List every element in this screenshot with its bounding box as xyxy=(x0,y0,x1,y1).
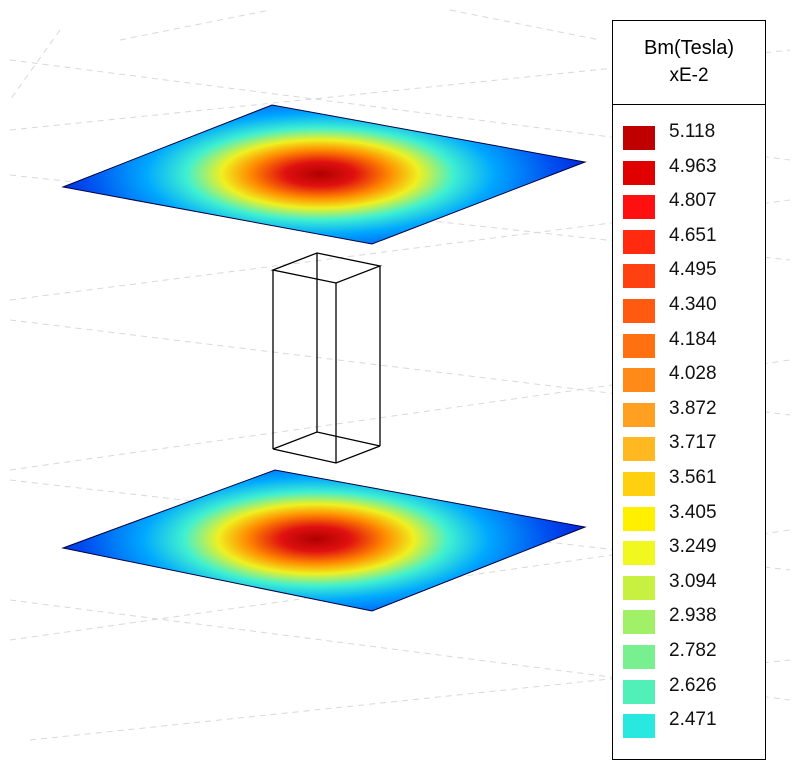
legend-value: 2.938 xyxy=(669,605,717,627)
legend-swatch xyxy=(623,679,655,704)
legend-swatch xyxy=(623,402,655,427)
legend-swatch xyxy=(623,575,655,600)
legend-swatch xyxy=(623,610,655,635)
legend-entry: 2.782 xyxy=(613,638,765,673)
legend-value: 3.094 xyxy=(669,570,717,592)
legend-value: 4.651 xyxy=(669,224,717,246)
legend-entry: 3.405 xyxy=(613,500,765,535)
legend-value: 4.340 xyxy=(669,293,717,315)
legend-entry: 4.184 xyxy=(613,327,765,362)
legend-value: 3.249 xyxy=(669,536,717,558)
legend-value: 5.118 xyxy=(669,121,716,142)
core-wireframe[interactable] xyxy=(270,252,383,464)
legend-value: 3.405 xyxy=(669,501,717,523)
legend-swatch xyxy=(623,368,655,393)
legend-value: 4.963 xyxy=(669,155,717,177)
legend-value: 2.782 xyxy=(669,639,717,661)
legend-entry: 2.938 xyxy=(613,603,765,638)
legend-swatch xyxy=(623,160,655,185)
legend-title: Bm(Tesla) xyxy=(643,37,734,59)
legend-entry: 4.651 xyxy=(613,223,765,258)
legend-swatch xyxy=(623,506,655,531)
legend-scale-factor: xE-2 xyxy=(669,65,709,86)
legend-entry: 3.561 xyxy=(613,465,765,500)
legend-entry: 5.118 xyxy=(613,119,765,154)
legend-entry: 4.963 xyxy=(613,154,765,189)
legend-value: 4.028 xyxy=(669,363,717,385)
legend-swatch xyxy=(623,714,655,739)
legend-entry: 4.028 xyxy=(613,361,765,396)
legend-value: 4.495 xyxy=(669,259,717,281)
legend-value: 4.807 xyxy=(669,190,717,212)
legend-swatch xyxy=(623,644,655,669)
top-plate[interactable] xyxy=(30,74,610,274)
legend-entry: 2.471 xyxy=(613,707,765,742)
legend-entry: 4.340 xyxy=(613,292,765,327)
legend-swatch xyxy=(623,195,655,220)
legend-swatch xyxy=(623,471,655,496)
legend-value: 2.471 xyxy=(669,709,717,731)
legend-entry: 3.249 xyxy=(613,534,765,569)
legend-entry: 3.094 xyxy=(613,569,765,604)
legend-swatch xyxy=(623,229,655,254)
bottom-plate[interactable] xyxy=(28,437,604,641)
legend-swatch xyxy=(623,541,655,566)
legend-value: 3.872 xyxy=(669,397,717,419)
legend-entry: 4.807 xyxy=(613,188,765,223)
legend-swatch xyxy=(623,437,655,462)
legend-entry: 2.626 xyxy=(613,673,765,708)
legend-entry: 3.872 xyxy=(613,396,765,431)
legend-entries: 5.118 4.963 4.807 4.651 4.495 4.340 4.184 4.028… xyxy=(613,119,765,742)
legend-swatch xyxy=(623,264,655,289)
legend-entry: 3.717 xyxy=(613,430,765,465)
legend-value: 4.184 xyxy=(669,328,717,350)
legend-header: Bm(Tesla) xE-2 xyxy=(613,21,765,105)
color-legend: Bm(Tesla) xE-2 5.118 4.963 4.807 4.651 4.495… xyxy=(612,20,766,760)
legend-swatch xyxy=(623,298,655,323)
legend-swatch xyxy=(623,333,655,358)
legend-entry: 4.495 xyxy=(613,257,765,292)
legend-value: 2.626 xyxy=(669,674,717,696)
legend-swatch xyxy=(623,126,655,150)
legend-value: 3.561 xyxy=(669,466,717,488)
legend-value: 3.717 xyxy=(669,432,717,454)
